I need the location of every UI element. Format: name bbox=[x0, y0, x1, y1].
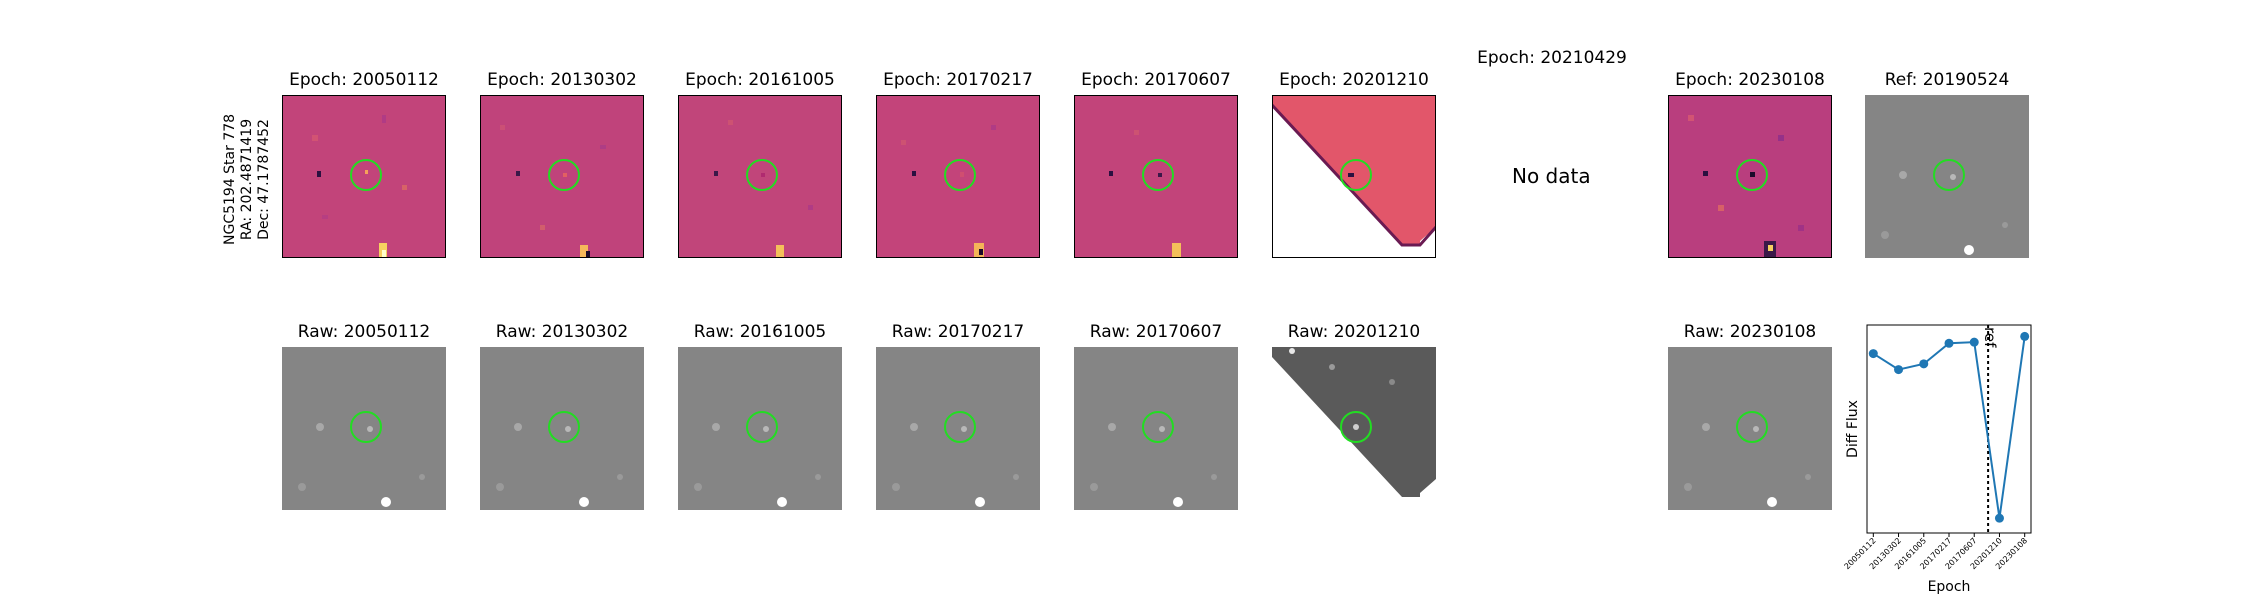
diff-title-2: Epoch: 20130302 bbox=[487, 70, 637, 90]
diff-title-3: Epoch: 20161005 bbox=[685, 70, 835, 90]
diff-title-5: Epoch: 20170607 bbox=[1081, 70, 1231, 90]
data-point bbox=[1894, 365, 1904, 375]
reference-image bbox=[1865, 95, 2029, 258]
diff-image-1 bbox=[282, 95, 446, 258]
raw-image-5 bbox=[1074, 347, 1238, 510]
star-ra: RA: 202.4871419 bbox=[239, 118, 255, 241]
raw-title-8: Raw: 20230108 bbox=[1683, 322, 1817, 342]
no-data-text: No data bbox=[1512, 164, 1591, 188]
raw-image-2 bbox=[480, 347, 644, 510]
y-axis-label: Diff Flux bbox=[1845, 400, 1861, 458]
diff-image-3 bbox=[678, 95, 842, 258]
reference-label: ref bbox=[1981, 327, 1999, 348]
raw-image-4 bbox=[876, 347, 1040, 510]
raw-title-5: Raw: 20170607 bbox=[1089, 322, 1223, 342]
series-line bbox=[1872, 336, 2026, 519]
data-point bbox=[1994, 513, 2004, 523]
star-dec: Dec: 47.1787452 bbox=[256, 119, 272, 240]
raw-title-6: Raw: 20201210 bbox=[1287, 322, 1421, 342]
x-axis-label: Epoch bbox=[1928, 579, 1971, 595]
diff-title-8: Epoch: 20230108 bbox=[1675, 70, 1825, 90]
raw-title-4: Raw: 20170217 bbox=[891, 322, 1025, 342]
diff-title-6: Epoch: 20201210 bbox=[1279, 70, 1429, 90]
data-point bbox=[1944, 338, 1954, 348]
diff-image-4 bbox=[876, 95, 1040, 258]
diff-title-4: Epoch: 20170217 bbox=[883, 70, 1033, 90]
diff-image-2 bbox=[480, 95, 644, 258]
data-point bbox=[2020, 331, 2030, 341]
raw-image-8 bbox=[1668, 347, 1832, 510]
data-point bbox=[1969, 337, 1979, 347]
ref-title: Ref: 20190524 bbox=[1884, 70, 2010, 90]
plot-frame bbox=[1866, 324, 2032, 534]
diff-image-6 bbox=[1272, 95, 1436, 258]
diff-image-8 bbox=[1668, 95, 1832, 258]
data-point bbox=[1868, 349, 1878, 359]
raw-title-1: Raw: 20050112 bbox=[297, 322, 431, 342]
raw-image-6 bbox=[1272, 347, 1436, 510]
raw-image-3 bbox=[678, 347, 842, 510]
raw-title-3: Raw: 20161005 bbox=[693, 322, 827, 342]
raw-title-2: Raw: 20130302 bbox=[495, 322, 629, 342]
data-point bbox=[1919, 359, 1929, 369]
diff-image-5 bbox=[1074, 95, 1238, 258]
light-curve-svg: 2005011220130302201610052017021720170607… bbox=[1843, 324, 2032, 595]
star-name: NGC5194 Star 778 bbox=[222, 113, 238, 245]
diff-title-7: Epoch: 20210429 bbox=[1477, 48, 1627, 68]
light-curve-chart: 20050112 20130302 20161005 20170217 20170607… bbox=[1840, 320, 2250, 600]
raw-image-1 bbox=[282, 347, 446, 510]
star-label: NGC5194 Star 778 RA: 202.4871419 Dec: 47… bbox=[222, 114, 273, 245]
diff-title-1: Epoch: 20050112 bbox=[289, 70, 439, 90]
